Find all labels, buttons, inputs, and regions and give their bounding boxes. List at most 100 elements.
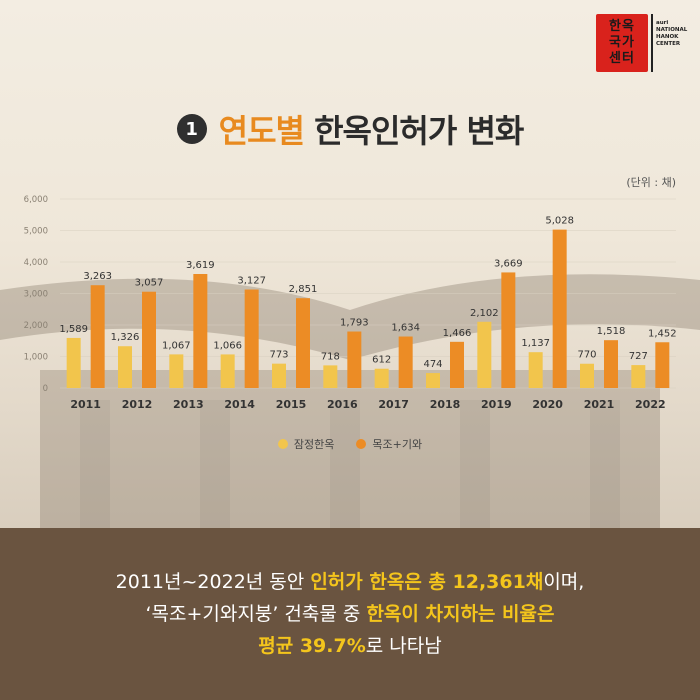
bar-series1 xyxy=(272,363,286,388)
logo-glyphs: 한옥 국가 센터 xyxy=(609,19,635,67)
bar-series2 xyxy=(193,274,208,388)
logo-text-line: NATIONAL xyxy=(656,27,688,33)
summary-text: 2011년~2022년 동안 xyxy=(115,571,311,593)
bar-series1 xyxy=(477,321,492,388)
logo-text-line: CENTER xyxy=(656,41,681,47)
x-tick-label: 2014 xyxy=(224,398,255,411)
summary-text: 이며, xyxy=(543,571,585,593)
data-label: 2,102 xyxy=(470,308,499,319)
logo-wordmark: auri NATIONAL HANOK CENTER xyxy=(656,20,700,48)
bar-series2 xyxy=(604,340,618,388)
bar-series2 xyxy=(142,291,156,388)
bar-series2 xyxy=(450,341,464,388)
x-tick-label: 2019 xyxy=(481,398,512,411)
logo-text-line: auri xyxy=(656,20,669,26)
data-label: 1,067 xyxy=(162,340,191,351)
bar-series1 xyxy=(426,373,440,388)
bar-series2 xyxy=(552,229,567,388)
data-label: 3,619 xyxy=(186,260,215,271)
legend-item-series2: 목조+기와 xyxy=(356,436,422,452)
legend-label-series2: 목조+기와 xyxy=(372,438,423,451)
data-label: 612 xyxy=(372,355,391,366)
summary-line-3: 평균 39.7%로 나타남 xyxy=(258,630,441,662)
hanok-roof-backdrop xyxy=(0,274,700,528)
legend-swatch-series1 xyxy=(277,439,288,449)
legend-swatch-series2 xyxy=(356,439,367,449)
x-tick-label: 2017 xyxy=(378,398,409,411)
title-rest: 한옥인허가 변화 xyxy=(314,112,524,150)
bar-series2 xyxy=(90,285,105,388)
data-label: 3,057 xyxy=(135,278,164,289)
y-tick-label: 2,000 xyxy=(24,321,48,331)
page-title: 1 연도별 한옥인허가 변화 xyxy=(0,106,700,152)
bar-series1 xyxy=(169,354,184,388)
data-label: 1,326 xyxy=(111,332,140,343)
summary-panel: 2011년~2022년 동안 인허가 한옥은 총 12,361채이며, ‘목조+… xyxy=(0,528,700,700)
x-tick-label: 2022 xyxy=(635,398,666,411)
y-tick-label: 3,000 xyxy=(24,290,48,300)
data-label: 718 xyxy=(321,351,340,362)
data-label: 770 xyxy=(577,350,596,361)
unit-label: (단위 : 채) xyxy=(626,176,676,189)
logo-text-line: HANOK xyxy=(656,34,679,40)
summary-highlight: 인허가 한옥은 총 12,361채 xyxy=(310,571,544,593)
y-tick-label: 4,000 xyxy=(24,258,48,268)
x-tick-label: 2020 xyxy=(532,398,563,411)
background-top xyxy=(0,0,700,528)
summary-text: 로 나타남 xyxy=(365,635,442,657)
logo-glyph-line: 한옥 xyxy=(609,19,635,34)
chart-legend: 잠정한옥 목조+기와 xyxy=(0,436,700,452)
title-number-badge: 1 xyxy=(176,114,207,144)
bar-series1 xyxy=(374,368,389,388)
x-tick-label: 2015 xyxy=(276,398,307,411)
bar-series1 xyxy=(528,352,543,388)
summary-line-1: 2011년~2022년 동안 인허가 한옥은 총 12,361채이며, xyxy=(116,566,585,598)
summary-line-2: ‘목조+기와지붕’ 건축물 중 한옥이 차지하는 비율은 xyxy=(146,598,555,630)
bar-series2 xyxy=(296,298,310,388)
summary-highlight: 한옥이 차지하는 비율은 xyxy=(366,603,555,625)
data-label: 1,518 xyxy=(597,326,626,337)
x-tick-label: 2012 xyxy=(122,398,153,411)
summary-highlight: 평균 39.7% xyxy=(258,635,366,657)
bar-series1 xyxy=(118,346,132,388)
data-label: 1,793 xyxy=(340,318,369,329)
bar-series1 xyxy=(323,365,338,388)
summary-text: ‘목조+기와지붕’ 건축물 중 xyxy=(145,603,367,625)
bar-series2 xyxy=(398,336,413,388)
data-label: 3,669 xyxy=(494,258,523,269)
legend-label-series1: 잠정한옥 xyxy=(293,438,335,451)
y-tick-label: 6,000 xyxy=(24,195,48,205)
bar-series2 xyxy=(244,289,259,388)
data-label: 5,028 xyxy=(545,216,574,227)
bar-series2 xyxy=(501,272,516,388)
title-text: 연도별 한옥인허가 변화 xyxy=(218,106,525,152)
bar-chart: 0 1,000 2,000 3,000 4,000 5,000 6,000 1,589 3,26… xyxy=(24,195,677,411)
legend-item-series1: 잠정한옥 xyxy=(277,436,335,452)
title-highlight: 연도별 xyxy=(218,112,305,150)
x-tick-label: 2016 xyxy=(327,398,358,411)
x-tick-label: 2018 xyxy=(430,398,461,411)
bar-series1 xyxy=(66,337,81,388)
data-label: 727 xyxy=(629,351,648,362)
x-tick-label: 2011 xyxy=(70,398,101,411)
logo-glyph-line: 센터 xyxy=(609,51,635,66)
data-label: 1,466 xyxy=(443,328,472,339)
data-label: 1,066 xyxy=(213,340,242,351)
data-label: 3,127 xyxy=(237,275,266,286)
logo-divider xyxy=(651,14,653,72)
data-label: 773 xyxy=(269,350,288,361)
brand-logo: 한옥 국가 센터 xyxy=(596,14,648,72)
data-label: 1,634 xyxy=(391,323,420,334)
y-tick-label: 0 xyxy=(43,384,48,394)
data-label: 1,589 xyxy=(59,324,88,335)
y-tick-label: 5,000 xyxy=(24,227,48,237)
y-tick-label: 1,000 xyxy=(24,353,48,363)
logo-glyph-line: 국가 xyxy=(609,35,635,50)
data-label: 474 xyxy=(423,359,442,370)
bar-series1 xyxy=(580,363,594,388)
bar-series2 xyxy=(655,342,670,388)
x-tick-label: 2021 xyxy=(584,398,615,411)
data-label: 3,263 xyxy=(83,271,112,282)
data-label: 1,137 xyxy=(521,338,550,349)
bar-series1 xyxy=(220,354,235,388)
